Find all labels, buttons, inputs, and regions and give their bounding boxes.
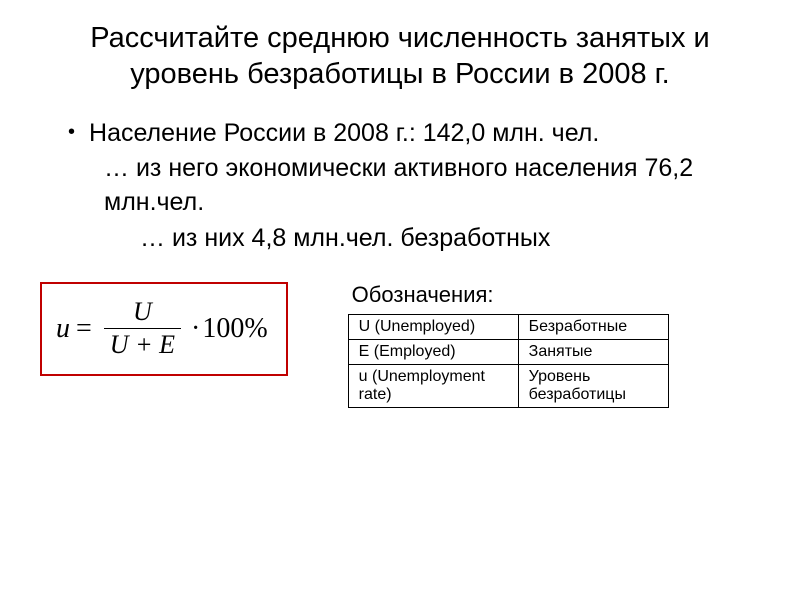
- fraction-denominator: U + E: [104, 331, 181, 360]
- legend-title: Обозначения:: [352, 282, 760, 308]
- fraction-numerator: U: [127, 298, 158, 327]
- legend-symbol: E (Employed): [348, 339, 518, 364]
- bullet-dot-icon: •: [68, 117, 75, 147]
- legend-table: U (Unemployed) Безработные E (Employed) …: [348, 314, 669, 408]
- legend-symbol: U (Unemployed): [348, 314, 518, 339]
- bullet-item: • Население России в 2008 г.: 142,0 млн.…: [68, 117, 760, 151]
- formula-box: u = U U + E · 100%: [40, 282, 288, 376]
- multiply-dot-icon: ·: [191, 313, 200, 345]
- sub-line-1: … из него экономически активного населен…: [104, 152, 760, 220]
- sub-line-2: … из них 4,8 млн.чел. безработных: [140, 222, 760, 256]
- formula-tail: 100%: [202, 313, 267, 345]
- bullet-list: • Население России в 2008 г.: 142,0 млн.…: [68, 117, 760, 151]
- legend-meaning: Безработные: [518, 314, 668, 339]
- formula-lhs: u: [56, 313, 70, 345]
- legend-symbol: u (Unemployment rate): [348, 364, 518, 407]
- table-row: E (Employed) Занятые: [348, 339, 668, 364]
- legend-meaning: Занятые: [518, 339, 668, 364]
- fraction: U U + E: [104, 298, 181, 360]
- legend-block: Обозначения: U (Unemployed) Безработные …: [348, 282, 760, 408]
- bottom-row: u = U U + E · 100% Обозначения: U (Unemp…: [40, 282, 760, 408]
- slide-title: Рассчитайте среднюю численность занятых …: [40, 20, 760, 93]
- table-row: U (Unemployed) Безработные: [348, 314, 668, 339]
- formula: u = U U + E · 100%: [56, 298, 268, 360]
- fraction-bar: [104, 328, 181, 329]
- table-row: u (Unemployment rate) Уровень безработиц…: [348, 364, 668, 407]
- bullet-text: Население России в 2008 г.: 142,0 млн. ч…: [89, 117, 599, 151]
- legend-meaning: Уровень безработицы: [518, 364, 668, 407]
- equals-sign: =: [76, 313, 92, 345]
